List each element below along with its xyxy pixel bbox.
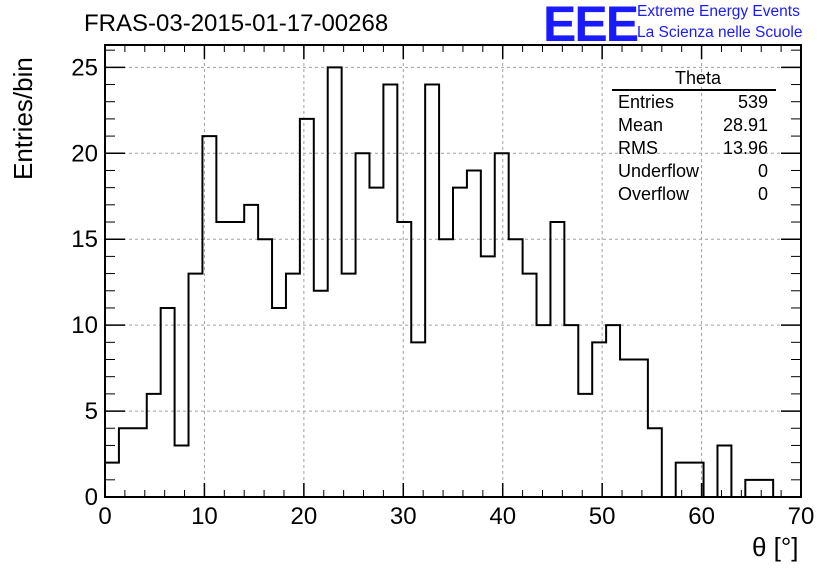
stats-box: Theta Entries 539 Mean 28.91 RMS 13.96 U… — [612, 68, 776, 206]
stats-row-underflow: Underflow 0 — [612, 160, 776, 183]
stats-row-overflow: Overflow 0 — [612, 183, 776, 206]
stats-value: 28.91 — [722, 115, 768, 135]
y-tick-label: 25 — [71, 54, 98, 81]
x-tick-label: 60 — [688, 503, 715, 530]
x-tick-label: 40 — [489, 503, 516, 530]
stats-label: Underflow — [618, 161, 700, 181]
stats-value: 539 — [737, 92, 768, 112]
x-tick-label: 70 — [788, 503, 815, 530]
eee-logo: EEE — [543, 0, 639, 52]
y-tick-labels: 0 5 10 15 20 25 — [71, 54, 98, 511]
x-axis-label: θ [°] — [752, 532, 799, 562]
stats-value: 0 — [757, 161, 768, 181]
logo-line-1: Extreme Energy Events — [637, 3, 800, 20]
chart-title: FRAS-03-2015-01-17-00268 — [84, 10, 389, 37]
x-tick-label: 50 — [589, 503, 616, 530]
y-tick-label: 5 — [85, 398, 98, 425]
x-tick-label: 30 — [390, 503, 417, 530]
stats-row-mean: Mean 28.91 — [612, 114, 776, 137]
y-tick-label: 0 — [85, 484, 98, 511]
stats-label: Mean — [618, 115, 664, 135]
stats-label: Overflow — [618, 184, 690, 204]
y-axis-label: Entries/bin — [8, 57, 38, 180]
stats-value: 0 — [757, 184, 768, 204]
stats-label: RMS — [618, 138, 658, 158]
x-tick-label: 0 — [98, 503, 111, 530]
plot-frame — [104, 44, 802, 498]
stats-row-rms: RMS 13.96 — [612, 137, 776, 160]
x-tick-label: 20 — [291, 503, 318, 530]
x-tick-labels: 0 10 20 30 40 50 60 70 — [98, 503, 814, 530]
y-tick-label: 20 — [71, 140, 98, 167]
y-tick-label: 15 — [71, 226, 98, 253]
y-tick-label: 10 — [71, 312, 98, 339]
stats-label: Entries — [618, 92, 675, 112]
logo-line-2: La Scienza nelle Scuole — [637, 24, 803, 41]
stats-value: 13.96 — [722, 138, 768, 158]
x-tick-label: 10 — [191, 503, 218, 530]
stats-row-entries: Entries 539 — [612, 91, 776, 114]
stats-title: Theta — [612, 68, 776, 91]
